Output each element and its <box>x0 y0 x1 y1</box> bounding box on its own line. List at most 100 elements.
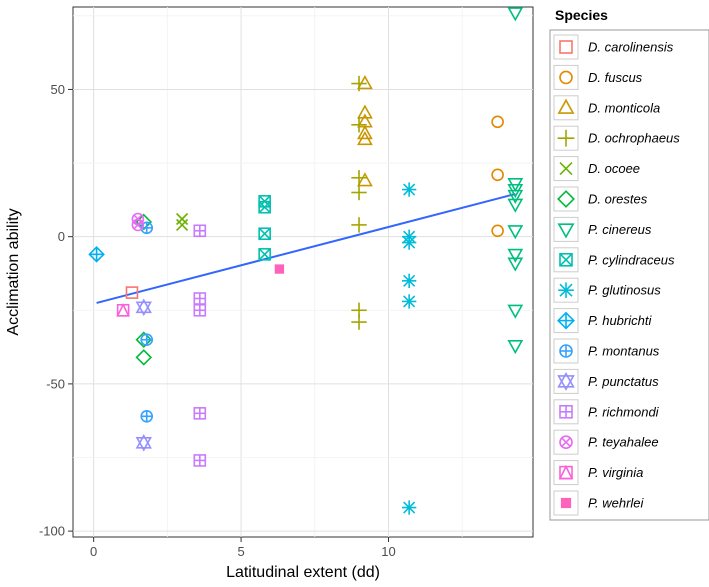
point-p-glutinosus <box>402 182 417 197</box>
legend-item-p-wehrlei: P. wehrlei <box>553 490 645 516</box>
point-d-ochrophaeus <box>351 184 367 201</box>
point-p-cylindraceus <box>258 227 271 241</box>
point-p-cinereus <box>507 189 524 204</box>
point-p-teyahalee <box>131 218 145 232</box>
legend-key <box>553 125 579 151</box>
legend-item-d-orestes: D. orestes <box>553 186 648 212</box>
y-axis-title: Acclimation ability <box>5 208 22 335</box>
legend-label: D. ochrophaeus <box>588 131 680 146</box>
point-p-cinereus <box>507 248 524 263</box>
point-p-punctatus <box>135 298 152 317</box>
legend-label: P. virginia <box>588 465 643 480</box>
legend-label: D. monticola <box>588 100 660 115</box>
legend: Species D. carolinensis D. fuscus D. monti… <box>549 7 709 521</box>
point-p-cinereus <box>507 304 524 319</box>
x-axis: 0 5 10 <box>90 537 396 559</box>
point-p-punctatus <box>135 433 152 452</box>
point-d-ochrophaeus <box>351 117 367 133</box>
legend-label: P. wehrlei <box>588 496 645 511</box>
point-d-orestes <box>135 349 153 366</box>
point-p-cinereus <box>507 225 524 240</box>
point-p-glutinosus <box>402 294 417 309</box>
legend-label: D. fuscus <box>588 70 643 85</box>
trend-line <box>96 193 516 304</box>
point-p-montanus <box>140 333 154 347</box>
legend-key <box>553 368 579 394</box>
point-d-monticola <box>357 104 373 119</box>
point-d-ochrophaeus <box>351 314 367 330</box>
x-tick-label: 0 <box>90 544 97 559</box>
legend-item-d-fuscus: D. fuscus <box>553 64 643 90</box>
point-d-fuscus <box>491 115 504 129</box>
legend-item-p-montanus: P. montanus <box>553 338 660 364</box>
y-tick-label: -50 <box>46 376 65 391</box>
point-d-monticola <box>357 125 373 140</box>
legend-item-p-virginia: P. virginia <box>553 460 643 486</box>
legend-label: D. carolinensis <box>588 40 674 55</box>
legend-key <box>553 247 579 273</box>
point-p-virginia <box>116 302 130 317</box>
point-p-montanus <box>140 409 154 423</box>
legend-label: P. teyahalee <box>588 435 659 450</box>
point-d-carolinensis <box>125 286 139 299</box>
point-d-fuscus <box>491 224 504 238</box>
point-p-cinereus <box>507 339 524 355</box>
point-p-richmondi <box>193 224 207 238</box>
legend-key <box>553 308 579 334</box>
legend-title: Species <box>555 7 608 23</box>
point-p-cylindraceus <box>258 200 271 214</box>
legend-key <box>553 277 579 303</box>
point-d-fuscus <box>491 168 504 182</box>
point-p-cinereus <box>507 257 524 272</box>
point-d-ochrophaeus <box>351 170 367 186</box>
legend-label: P. montanus <box>588 344 660 359</box>
legend-item-d-monticola: D. monticola <box>553 95 660 121</box>
legend-label: P. punctatus <box>588 374 659 389</box>
legend-key <box>553 216 579 242</box>
legend-key <box>553 338 579 364</box>
point-d-ochrophaeus <box>351 75 367 92</box>
y-tick-label: -100 <box>39 524 65 539</box>
y-tick-label: 50 <box>51 82 65 97</box>
legend-label: P. hubrichti <box>588 313 652 328</box>
plot-panel <box>72 6 534 538</box>
legend-key <box>553 490 579 516</box>
legend-label: P. glutinosus <box>588 283 661 298</box>
point-p-glutinosus <box>402 273 417 288</box>
legend-key <box>553 34 579 60</box>
point-p-cinereus <box>507 7 524 22</box>
legend-item-p-hubrichti: P. hubrichti <box>553 308 652 334</box>
legend-item-p-punctatus: P. punctatus <box>553 368 659 394</box>
x-axis-title: Latitudinal extent (dd) <box>226 564 380 581</box>
legend-key <box>553 95 579 121</box>
legend-label: D. orestes <box>588 192 648 207</box>
point-d-ochrophaeus <box>351 217 367 233</box>
point-p-richmondi <box>193 407 207 420</box>
legend-label: P. cinereus <box>588 222 652 237</box>
point-d-monticola <box>357 75 373 90</box>
point-p-wehrlei <box>274 264 285 274</box>
point-d-ocoee <box>176 212 189 226</box>
y-tick-label: 0 <box>58 229 65 244</box>
point-p-hubrichti <box>88 246 105 263</box>
trend-line-group <box>96 193 516 304</box>
legend-label: P. richmondi <box>588 404 660 419</box>
legend-item-d-carolinensis: D. carolinensis <box>553 34 674 60</box>
point-p-richmondi <box>193 454 207 467</box>
point-p-cylindraceus <box>258 248 271 261</box>
legend-key <box>553 399 579 425</box>
data-points <box>88 7 524 515</box>
legend-item-d-ochrophaeus: D. ochrophaeus <box>553 125 680 151</box>
point-p-glutinosus <box>402 500 417 515</box>
legend-item-p-cinereus: P. cinereus <box>553 216 652 242</box>
legend-key <box>553 460 579 486</box>
legend-key <box>553 156 579 182</box>
legend-key <box>553 64 579 90</box>
legend-item-p-cylindraceus: P. cylindraceus <box>553 247 675 273</box>
legend-item-d-ocoee: D. ocoee <box>553 156 640 182</box>
legend-item-p-glutinosus: P. glutinosus <box>553 277 661 303</box>
point-p-glutinosus <box>402 235 417 250</box>
point-d-ocoee <box>176 218 189 231</box>
legend-item-p-richmondi: P. richmondi <box>553 399 660 425</box>
